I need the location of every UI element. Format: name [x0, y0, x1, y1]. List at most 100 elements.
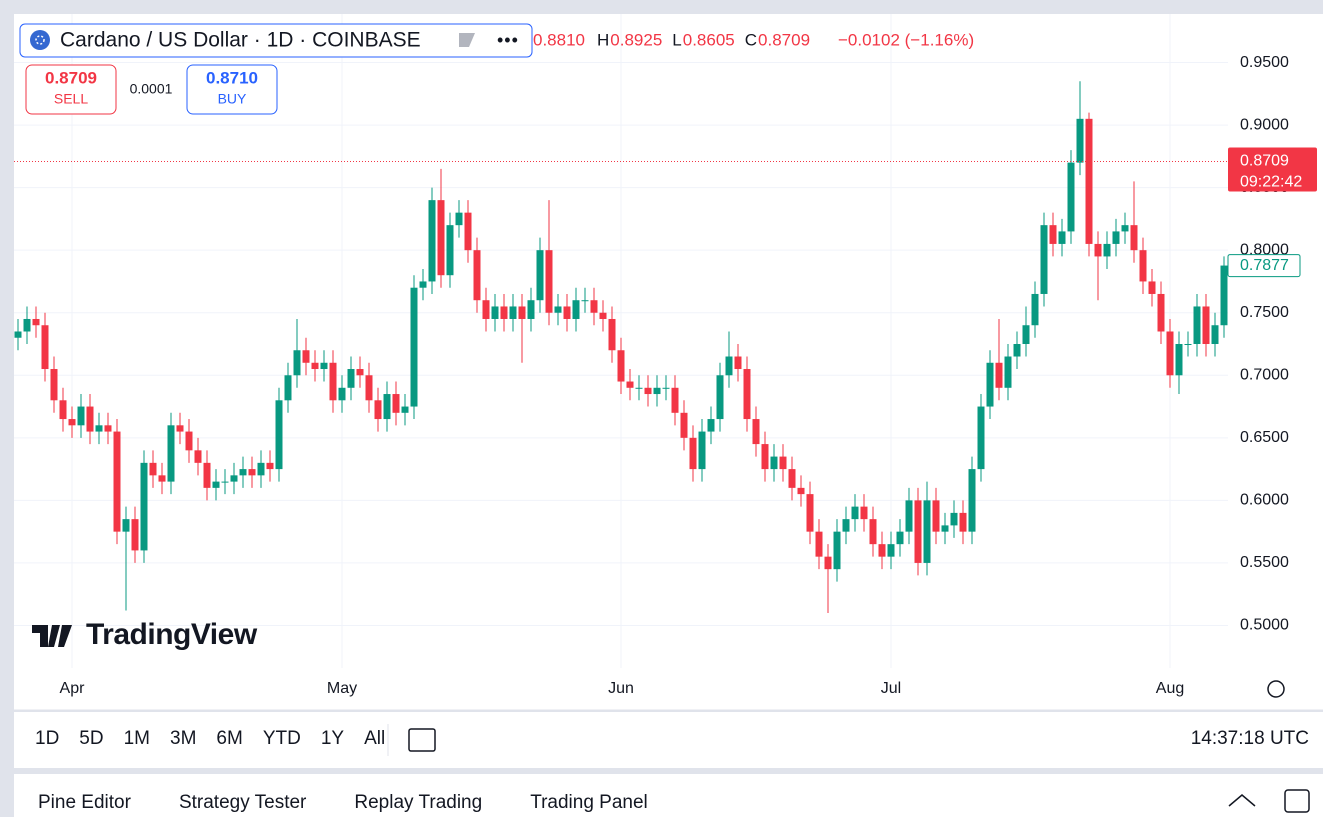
candle-body [716, 375, 724, 420]
candle-body [806, 494, 814, 532]
candle-body [617, 350, 625, 382]
panel-tab[interactable]: Trading Panel [530, 792, 648, 813]
candle-body [1220, 265, 1228, 326]
candle-body [1058, 231, 1066, 244]
ohlc-value: 0.8709 [758, 30, 810, 49]
candle-body [491, 306, 499, 319]
x-tick-label: Aug [1156, 680, 1184, 697]
maximize[interactable] [1284, 789, 1310, 813]
candle-body [419, 281, 427, 288]
panel-tab[interactable]: Replay Trading [354, 792, 482, 813]
candle-body [77, 406, 85, 426]
candle-body [1085, 118, 1093, 244]
candle-body [815, 531, 823, 557]
candle-body [293, 350, 301, 376]
candle-body [122, 519, 130, 532]
candle-body [761, 444, 769, 470]
range-button[interactable]: 1D [35, 728, 59, 749]
candle-body [914, 500, 922, 563]
range-button[interactable]: 1Y [321, 728, 345, 749]
candle-body [329, 362, 337, 401]
candle-body [977, 406, 985, 470]
spread: 0.0001 [130, 81, 173, 97]
y-tick-label: 0.5500 [1240, 554, 1289, 571]
candle-body [1148, 281, 1156, 294]
candle-body [1166, 331, 1174, 376]
candle-body [59, 400, 67, 420]
candle-body [995, 362, 1003, 388]
candle-body [1076, 118, 1084, 163]
plot: 0.50000.55000.60000.65000.70000.75000.80… [14, 14, 1289, 697]
candle-body [500, 306, 508, 319]
candle-body [644, 387, 652, 395]
coin-logo [30, 30, 50, 50]
range-button[interactable]: All [364, 728, 385, 749]
range-button[interactable]: YTD [263, 728, 301, 749]
candle-body [1022, 325, 1030, 345]
range-button[interactable]: 1M [124, 728, 150, 749]
candle-body [869, 519, 877, 545]
range-button[interactable]: 6M [216, 728, 242, 749]
candle-body [1157, 293, 1165, 332]
candle-body [1094, 243, 1102, 257]
candle-body [86, 406, 94, 432]
candle-body [176, 425, 184, 432]
candle-body [284, 375, 292, 401]
candle-body [851, 506, 859, 520]
candle-body [527, 300, 535, 319]
x-tick-label: Jul [881, 680, 901, 697]
y-tick-label: 0.6000 [1240, 492, 1289, 509]
settings[interactable] [1267, 680, 1285, 698]
candle-body [581, 300, 589, 302]
candle-body [752, 419, 760, 445]
last-price-box [1228, 147, 1317, 192]
collapse[interactable] [1228, 794, 1256, 807]
candle-body [1040, 225, 1048, 294]
candle-body [833, 531, 841, 570]
candle-body [554, 306, 562, 313]
y-tick-label: 0.9500 [1240, 54, 1289, 71]
candle-body [230, 475, 238, 482]
candle-body [860, 506, 868, 520]
y-tick-label: 0.6500 [1240, 429, 1289, 446]
symbol-box[interactable] [19, 23, 533, 58]
candle-body [158, 475, 166, 482]
candle-body [302, 350, 310, 363]
x-tick-label: Jun [608, 680, 634, 697]
more[interactable]: ••• [497, 30, 519, 50]
y-tick-label: 0.7000 [1240, 366, 1289, 383]
candle-body [464, 212, 472, 251]
candle-body [1130, 225, 1138, 251]
candle-body [1211, 325, 1219, 345]
panel-tab[interactable]: Pine Editor [38, 792, 132, 813]
candle-body [653, 387, 661, 395]
buy-button[interactable] [186, 64, 278, 115]
candle-body [383, 394, 391, 420]
candle-body [1184, 344, 1192, 346]
candle-body [455, 212, 463, 226]
range-button[interactable]: 3M [170, 728, 196, 749]
candle-body [392, 394, 400, 413]
candle-body [257, 462, 265, 476]
candle-body [725, 356, 733, 376]
candle-body [1175, 344, 1183, 376]
panel-tab[interactable]: Strategy Tester [179, 792, 307, 813]
range-button[interactable]: 5D [79, 728, 103, 749]
candle-body [32, 318, 40, 326]
candle-body [1067, 162, 1075, 232]
candle-body [140, 462, 148, 551]
candle-body [95, 425, 103, 432]
symbol: Cardano / US Dollar · 1D · COINBASE [60, 29, 421, 52]
candle-body [1004, 356, 1012, 388]
candle-body [635, 387, 643, 389]
date-range-icon[interactable] [408, 728, 436, 752]
flag[interactable] [459, 33, 475, 47]
candle-body [788, 469, 796, 488]
candle-body [671, 387, 679, 413]
y-tick-label: 0.9000 [1240, 116, 1289, 133]
toolbar [14, 712, 1323, 768]
candle-body [131, 519, 139, 551]
sell-button[interactable] [25, 64, 117, 115]
candle-body [698, 431, 706, 470]
